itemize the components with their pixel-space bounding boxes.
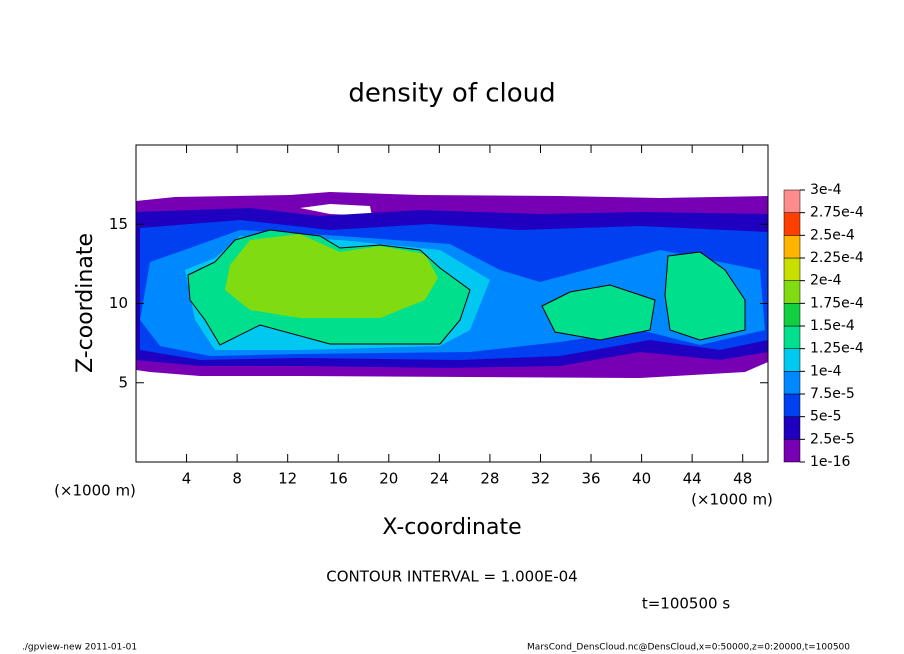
colorbar-label: 2.5e-4	[810, 227, 855, 243]
colorbar-label: 1.5e-4	[810, 318, 855, 334]
x-tick-label: 12	[278, 470, 297, 488]
colorbar-box	[783, 235, 801, 259]
y-axis-label: Z-coordinate	[73, 233, 98, 373]
x-axis-label: X-coordinate	[382, 515, 521, 540]
x-tick-label: 28	[480, 470, 499, 488]
colorbar-label: 2.25e-4	[810, 250, 864, 266]
x-unit: (×1000 m)	[691, 491, 773, 509]
colorbar-label: 2.5e-5	[810, 431, 855, 447]
y-tick-label: 15	[109, 215, 128, 233]
colorbar-label: 1e-16	[810, 454, 850, 470]
density-field	[136, 192, 768, 378]
time-label: t=100500 s	[642, 595, 730, 613]
colorbar-label: 2e-4	[810, 273, 842, 289]
colorbar-box	[783, 325, 801, 349]
colorbar-box	[783, 348, 801, 372]
x-tick-label: 44	[683, 470, 702, 488]
x-tick-label: 40	[632, 470, 651, 488]
colorbar-label: 1.25e-4	[810, 341, 864, 357]
colorbar-box	[783, 439, 801, 463]
colorbar-box	[783, 393, 801, 417]
chart-title: density of cloud	[348, 79, 555, 109]
colorbar-label: 3e-4	[810, 182, 842, 198]
x-tick-label: 36	[581, 470, 600, 488]
x-tick-label: 4	[182, 470, 192, 488]
colorbar-label: 2.75e-4	[810, 205, 864, 221]
colorbar-label: 1e-4	[810, 363, 842, 379]
x-tick-label: 24	[430, 470, 449, 488]
x-tick-label: 16	[329, 470, 348, 488]
colorbar-box	[783, 280, 801, 304]
colorbar-box	[783, 416, 801, 440]
colorbar-box	[783, 189, 801, 213]
y-tick-label: 10	[109, 294, 128, 312]
contour-interval: CONTOUR INTERVAL = 1.000E-04	[326, 568, 577, 586]
colorbar-box	[783, 212, 801, 236]
colorbar-box	[783, 257, 801, 281]
x-tick-label: 48	[733, 470, 752, 488]
colorbar-box	[783, 371, 801, 395]
footer-left: ./gpview-new 2011-01-01	[22, 643, 137, 653]
y-unit: (×1000 m)	[54, 482, 136, 500]
footer-right: MarsCond_DensCloud.nc@DensCloud,x=0:5000…	[527, 643, 850, 653]
y-tick-label: 5	[118, 373, 128, 391]
x-tick-label: 8	[232, 470, 242, 488]
colorbar-label: 7.5e-5	[810, 386, 855, 402]
colorbar-label: 5e-5	[810, 409, 841, 425]
x-tick-label: 20	[379, 470, 398, 488]
colorbar-label: 1.75e-4	[810, 295, 864, 311]
colorbar-box	[783, 303, 801, 327]
x-tick-label: 32	[531, 470, 550, 488]
